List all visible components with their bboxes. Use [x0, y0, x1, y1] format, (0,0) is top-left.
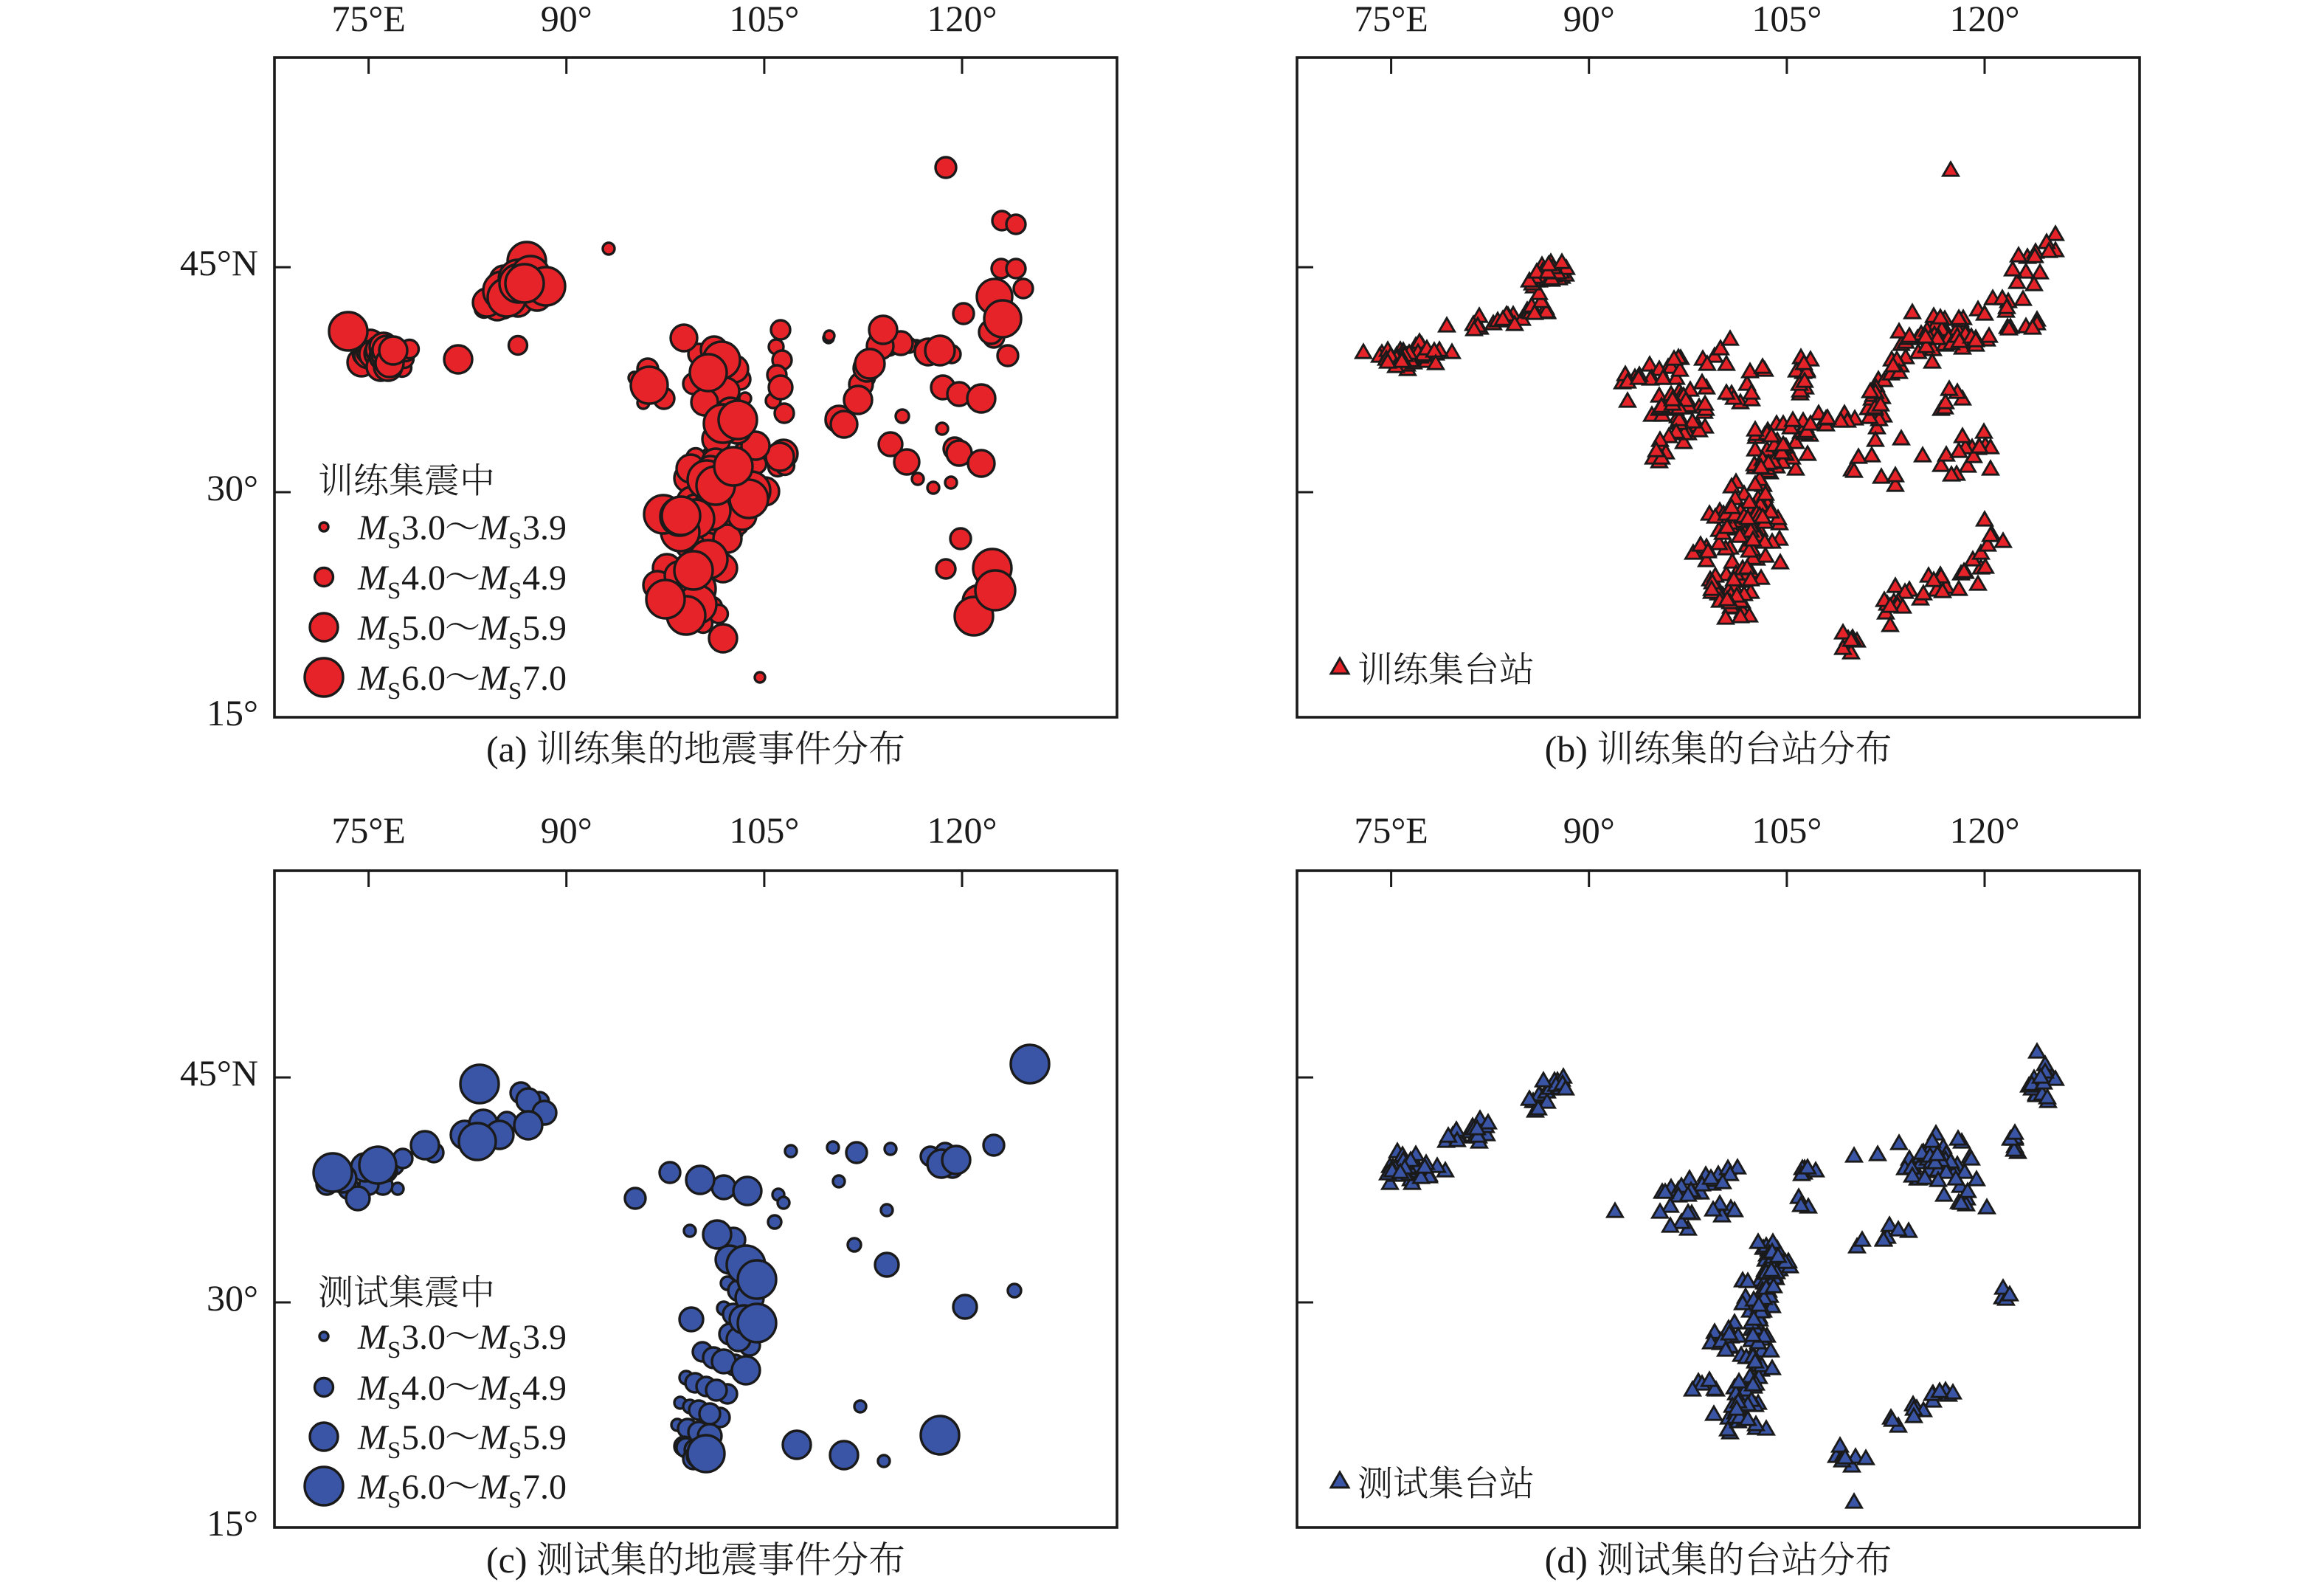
svg-text:S: S: [508, 628, 522, 655]
svg-text:M: M: [478, 508, 511, 548]
svg-text:S: S: [508, 1487, 522, 1513]
svg-text:90°: 90°: [541, 0, 592, 39]
svg-text:30°: 30°: [207, 467, 258, 508]
svg-text:30°: 30°: [207, 1277, 258, 1319]
svg-text:120°: 120°: [927, 0, 997, 39]
svg-text:(c): (c): [486, 1539, 528, 1581]
svg-text:3.9: 3.9: [522, 508, 567, 548]
svg-text:M: M: [478, 559, 511, 598]
svg-text:3.9: 3.9: [522, 1318, 567, 1357]
svg-text:M: M: [357, 659, 390, 698]
svg-text:S: S: [387, 628, 401, 655]
svg-text:S: S: [387, 1337, 401, 1364]
svg-text:M: M: [478, 1468, 511, 1507]
svg-text:S: S: [508, 1437, 522, 1464]
svg-text:S: S: [387, 1388, 401, 1415]
svg-text:S: S: [387, 578, 401, 604]
svg-text:120°: 120°: [1950, 809, 2020, 851]
svg-text:75°E: 75°E: [1354, 0, 1428, 39]
svg-text:7.0: 7.0: [522, 1468, 567, 1507]
svg-text:S: S: [387, 1487, 401, 1513]
svg-text:3.0: 3.0: [401, 1318, 446, 1357]
svg-text:3.0: 3.0: [401, 508, 446, 548]
svg-text:15°: 15°: [207, 1502, 258, 1544]
svg-text:90°: 90°: [541, 809, 592, 851]
svg-text:S: S: [387, 678, 401, 705]
svg-text:S: S: [387, 1437, 401, 1464]
svg-text:105°: 105°: [1751, 0, 1822, 39]
svg-text:4.9: 4.9: [522, 1369, 567, 1408]
svg-text:105°: 105°: [729, 0, 799, 39]
svg-text:M: M: [357, 1468, 390, 1507]
svg-text:5.0: 5.0: [401, 1418, 446, 1457]
svg-text:90°: 90°: [1563, 0, 1615, 39]
svg-text:105°: 105°: [729, 809, 799, 851]
svg-text:M: M: [478, 1418, 511, 1457]
svg-text:75°E: 75°E: [331, 0, 406, 39]
svg-text:(a): (a): [486, 728, 528, 770]
svg-text:S: S: [508, 578, 522, 604]
svg-text:M: M: [357, 559, 390, 598]
svg-text:45°N: 45°N: [180, 1052, 258, 1094]
svg-text:M: M: [357, 1318, 390, 1357]
svg-text:7.0: 7.0: [522, 659, 567, 698]
svg-text:M: M: [357, 508, 390, 548]
svg-text:4.9: 4.9: [522, 559, 567, 598]
svg-text:M: M: [478, 659, 511, 698]
svg-text:4.0: 4.0: [401, 1369, 446, 1408]
svg-text:M: M: [478, 609, 511, 648]
svg-text:120°: 120°: [1950, 0, 2020, 39]
svg-text:6.0: 6.0: [401, 659, 446, 698]
svg-text:M: M: [357, 609, 390, 648]
svg-text:90°: 90°: [1563, 809, 1615, 851]
svg-text:S: S: [508, 678, 522, 705]
svg-text:M: M: [357, 1369, 390, 1408]
svg-text:S: S: [387, 528, 401, 554]
svg-text:M: M: [357, 1418, 390, 1457]
svg-text:5.0: 5.0: [401, 609, 446, 648]
svg-text:4.0: 4.0: [401, 559, 446, 598]
svg-text:15°: 15°: [207, 692, 258, 733]
svg-text:S: S: [508, 528, 522, 554]
svg-text:S: S: [508, 1337, 522, 1364]
svg-text:45°N: 45°N: [180, 242, 258, 283]
svg-text:M: M: [478, 1318, 511, 1357]
svg-text:120°: 120°: [927, 809, 997, 851]
svg-text:105°: 105°: [1751, 809, 1822, 851]
svg-text:75°E: 75°E: [331, 809, 406, 851]
svg-text:(b): (b): [1545, 728, 1588, 770]
svg-text:5.9: 5.9: [522, 1418, 567, 1457]
svg-text:(d): (d): [1545, 1539, 1588, 1581]
svg-text:6.0: 6.0: [401, 1468, 446, 1507]
svg-text:S: S: [508, 1388, 522, 1415]
svg-text:75°E: 75°E: [1354, 809, 1428, 851]
svg-text:M: M: [478, 1369, 511, 1408]
svg-text:5.9: 5.9: [522, 609, 567, 648]
